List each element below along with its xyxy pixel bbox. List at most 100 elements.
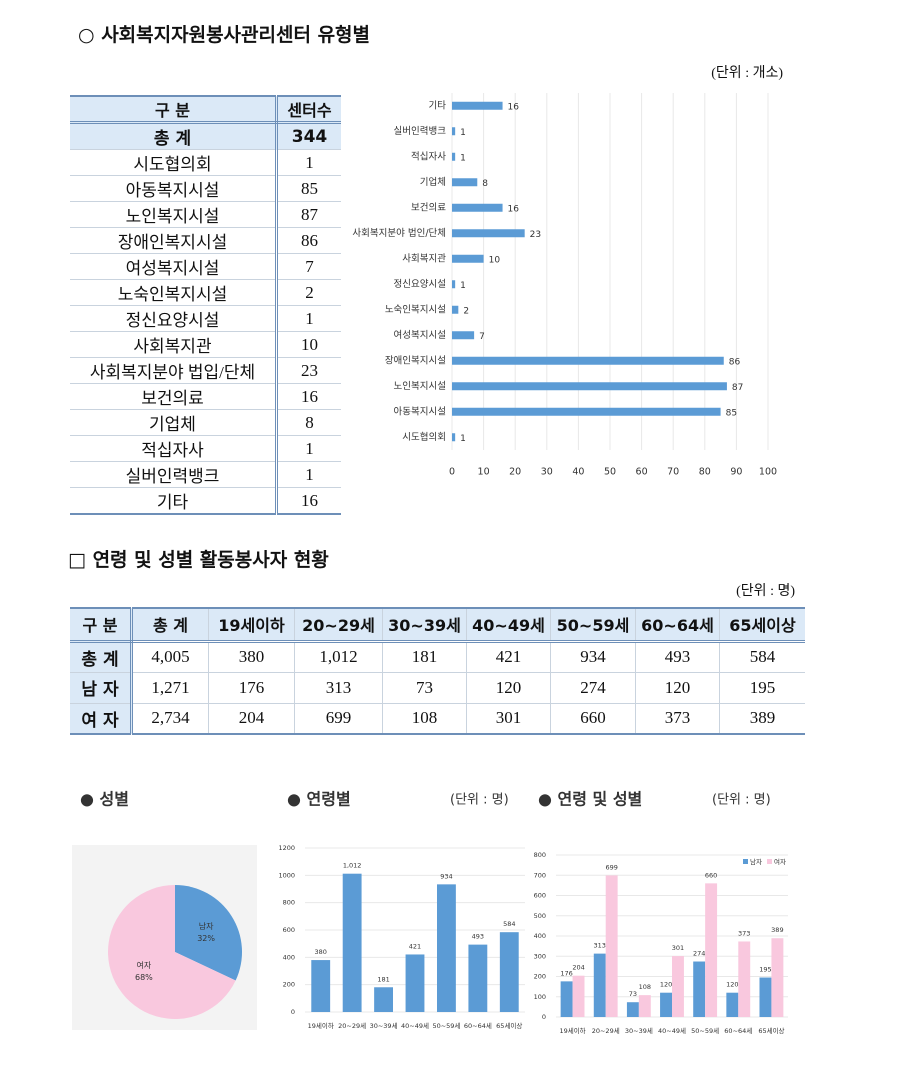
x-tick-label: 10 — [478, 467, 490, 478]
x-tick-label: 30~39세 — [370, 1021, 398, 1030]
bar — [452, 203, 503, 212]
category-label: 아동복지시설 — [394, 406, 446, 417]
table-row: 노숙인복지시설 2 — [70, 279, 341, 306]
pie-slice — [175, 885, 242, 981]
table-row: 기타 16 — [70, 487, 341, 515]
bar — [693, 961, 706, 1017]
x-tick-label: 60~64세 — [464, 1021, 492, 1030]
data-label: 1 — [460, 281, 466, 291]
bar — [452, 152, 456, 161]
bar — [499, 932, 519, 1012]
x-tick-label: 40~49세 — [401, 1021, 429, 1030]
table-row: 노인복지시설 87 — [70, 201, 341, 228]
table-cell: 16 — [276, 487, 341, 515]
header-cell: 총 계 — [131, 608, 209, 643]
section-title: ○ 사회복지자원봉사관리센터 유형별 — [78, 24, 371, 46]
pie-slice — [107, 885, 236, 1019]
bar — [638, 995, 651, 1017]
table-cell: 313 — [294, 672, 383, 704]
y-tick-label: 800 — [283, 899, 295, 907]
table-cell: 7 — [276, 253, 341, 280]
table-cell: 1,271 — [131, 672, 209, 704]
table-row: 적십자사 1 — [70, 435, 341, 462]
table-cell: 274 — [550, 672, 636, 704]
header-cell: 40~49세 — [466, 608, 551, 643]
bar — [560, 981, 573, 1017]
data-label: 86 — [729, 357, 741, 367]
table-cell: 493 — [635, 641, 720, 673]
table-cell: 1 — [276, 149, 341, 176]
header-cell: 구 분 — [70, 96, 278, 124]
data-label: 120 — [660, 981, 672, 989]
header-cell: 센터수 — [276, 96, 341, 124]
category-label: 장애인복지시설 — [385, 355, 446, 366]
data-label: 493 — [472, 933, 484, 941]
bar — [759, 977, 772, 1017]
table-cell: 총 계 — [70, 122, 278, 150]
data-label: 274 — [693, 950, 705, 958]
table-row: 사회복지분야 법입/단체 23 — [70, 357, 341, 384]
table-cell: 노숙인복지시설 — [70, 279, 278, 306]
table-cell: 8 — [276, 409, 341, 436]
x-tick-label: 65세이상 — [496, 1021, 522, 1030]
category-label: 적십자사 — [411, 150, 446, 162]
table-cell: 421 — [466, 641, 551, 673]
data-label: 8 — [482, 179, 488, 189]
x-tick-label: 100 — [759, 467, 777, 478]
category-label: 실버인력뱅크 — [394, 125, 447, 137]
chart-title: ● 연령 및 성별 — [538, 790, 642, 809]
legend-label: 남자 — [750, 857, 762, 866]
chart-title: ● 연령별 — [287, 790, 351, 809]
data-label: 7 — [479, 332, 485, 342]
header-cell: 19세이하 — [208, 608, 295, 643]
header-cell: 65세이상 — [719, 608, 805, 643]
table-cell: 보건의료 — [70, 383, 278, 410]
bar — [452, 382, 727, 391]
table-cell: 934 — [550, 641, 636, 673]
x-tick-label: 0 — [449, 467, 455, 478]
category-label: 사회복지분야 법인/단체 — [352, 228, 446, 239]
data-label: 373 — [738, 929, 750, 937]
category-label: 노인복지시설 — [394, 381, 446, 392]
unit-label: (단위 : 명) — [712, 793, 771, 808]
table-cell: 1 — [276, 461, 341, 488]
table-cell: 노인복지시설 — [70, 201, 278, 228]
data-label: 1,012 — [343, 862, 362, 870]
category-label: 기타 — [429, 100, 447, 111]
table-row: 여 자 2,734 204 699 108 301 660 373 389 — [70, 703, 805, 735]
table-row: 시도협의회 1 — [70, 149, 341, 176]
table-cell: 699 — [294, 703, 383, 735]
bar — [452, 178, 478, 187]
data-label: 16 — [508, 204, 520, 214]
header-cell: 60~64세 — [635, 608, 720, 643]
x-tick-label: 30~39세 — [625, 1026, 653, 1035]
table-cell: 여 자 — [70, 703, 133, 735]
unit-label: (단위 : 개소) — [711, 66, 783, 81]
x-tick-label: 65세이상 — [758, 1026, 784, 1035]
category-label: 사회복지관 — [402, 253, 446, 264]
table-cell: 301 — [466, 703, 551, 735]
table-row: 총 계 344 — [70, 122, 341, 150]
bar — [771, 938, 784, 1017]
category-label: 여성복지시설 — [394, 329, 446, 341]
table-cell: 1 — [276, 435, 341, 462]
data-label: 421 — [409, 942, 421, 950]
table-cell: 389 — [719, 703, 805, 735]
slice-label: 여자 — [137, 960, 152, 970]
x-tick-label: 50~59세 — [691, 1026, 719, 1035]
table-cell: 4,005 — [131, 641, 209, 673]
data-label: 301 — [672, 944, 684, 952]
table-cell: 87 — [276, 201, 341, 228]
data-label: 699 — [605, 863, 617, 871]
y-tick-label: 300 — [534, 952, 546, 960]
bar — [374, 987, 393, 1012]
table-row: 정신요양시설 1 — [70, 305, 341, 332]
unit-label: (단위 : 명) — [736, 584, 795, 599]
y-tick-label: 100 — [534, 993, 546, 1001]
table-cell: 195 — [719, 672, 805, 704]
bar — [342, 873, 362, 1012]
table-cell: 기타 — [70, 487, 278, 515]
table-cell: 실버인력뱅크 — [70, 461, 278, 488]
